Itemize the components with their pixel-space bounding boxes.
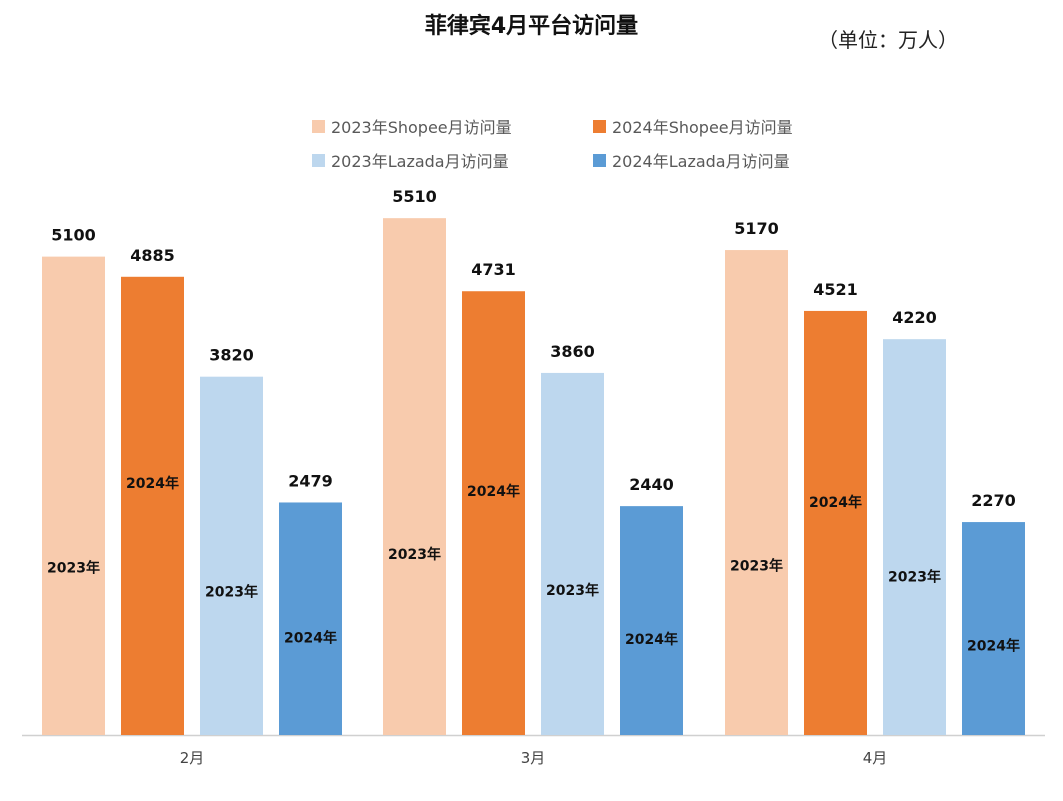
legend-label-lazada-2023: 2023年Lazada月访问量 bbox=[331, 152, 509, 171]
bar-inner-label: 2024年 bbox=[625, 631, 678, 648]
bar bbox=[279, 502, 342, 735]
bar-value-label: 5510 bbox=[392, 187, 437, 206]
bar bbox=[962, 522, 1025, 735]
legend-label-shopee-2024: 2024年Shopee月访问量 bbox=[612, 118, 793, 137]
bar-inner-label: 2024年 bbox=[126, 475, 179, 492]
bar-value-label: 5170 bbox=[734, 219, 779, 238]
bar-value-label: 3820 bbox=[209, 346, 254, 365]
chart-title: 菲律宾4月平台访问量 bbox=[424, 14, 639, 39]
bar-value-label: 4220 bbox=[892, 308, 937, 327]
bar bbox=[725, 250, 788, 735]
legend-label-shopee-2023: 2023年Shopee月访问量 bbox=[331, 118, 512, 137]
bar-value-label: 2440 bbox=[629, 475, 674, 494]
bar bbox=[883, 339, 946, 735]
legend-item-shopee-2024: 2024年Shopee月访问量 bbox=[593, 114, 793, 138]
bar bbox=[200, 376, 263, 735]
bar bbox=[42, 256, 105, 735]
x-tick-label: 4月 bbox=[863, 749, 888, 767]
legend-swatch-shopee-2024 bbox=[593, 119, 606, 133]
legend-item-lazada-2023: 2023年Lazada月访问量 bbox=[312, 148, 509, 172]
bar-inner-label: 2024年 bbox=[467, 483, 520, 500]
bar-inner-label: 2023年 bbox=[47, 560, 100, 577]
legend-item-shopee-2023: 2023年Shopee月访问量 bbox=[312, 114, 512, 138]
bar-inner-label: 2023年 bbox=[205, 584, 258, 601]
bar-inner-label: 2023年 bbox=[388, 546, 441, 563]
bar-value-label: 4731 bbox=[471, 260, 516, 279]
bar-value-label: 3860 bbox=[550, 342, 595, 361]
bar-value-label: 2479 bbox=[288, 471, 333, 490]
legend-swatch-lazada-2024 bbox=[593, 153, 606, 167]
legend-swatch-shopee-2023 bbox=[312, 119, 325, 133]
bar-inner-label: 2023年 bbox=[888, 569, 941, 586]
bar-inner-label: 2023年 bbox=[546, 582, 599, 599]
bar-value-label: 5100 bbox=[51, 226, 96, 245]
bar-value-label: 4885 bbox=[130, 246, 175, 265]
x-tick-label: 2月 bbox=[180, 749, 205, 767]
bar bbox=[462, 291, 525, 735]
bar bbox=[804, 310, 867, 735]
x-tick-label: 3月 bbox=[521, 749, 546, 767]
legend-swatch-lazada-2023 bbox=[312, 153, 325, 167]
legend-item-lazada-2024: 2024年Lazada月访问量 bbox=[593, 148, 790, 172]
bar-inner-label: 2024年 bbox=[284, 629, 337, 646]
bar-inner-label: 2024年 bbox=[967, 638, 1020, 655]
bar-inner-label: 2023年 bbox=[730, 557, 783, 574]
bar-value-label: 4521 bbox=[813, 280, 858, 299]
bar bbox=[121, 276, 184, 735]
legend-label-lazada-2024: 2024年Lazada月访问量 bbox=[612, 152, 790, 171]
unit-label: （单位：万人） bbox=[818, 28, 958, 52]
bar bbox=[383, 218, 446, 736]
bar bbox=[620, 506, 683, 735]
bar bbox=[541, 372, 604, 735]
bar-inner-label: 2024年 bbox=[809, 494, 862, 511]
bar-value-label: 2270 bbox=[971, 491, 1016, 510]
